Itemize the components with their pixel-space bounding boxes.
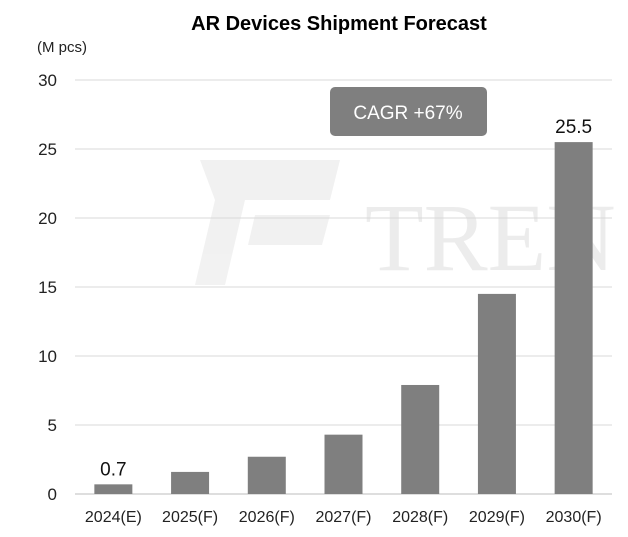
x-tick-label: 2026(F) <box>239 509 295 526</box>
y-unit-label: (M pcs) <box>37 39 87 56</box>
bars <box>94 142 593 494</box>
y-tick-label: 20 <box>38 209 57 228</box>
bar <box>324 434 363 494</box>
bar <box>171 471 210 494</box>
x-axis: 2024(E) 2025(F) 2026(F) 2027(F) 2028(F) 2029(… <box>85 509 602 526</box>
y-tick-label: 5 <box>48 416 57 435</box>
x-tick-label: 2030(F) <box>546 509 602 526</box>
data-labels: 0.7 25.5 <box>100 117 592 480</box>
bar <box>401 384 440 494</box>
bar <box>477 293 516 494</box>
y-tick-label: 0 <box>48 485 57 504</box>
data-label: 0.7 <box>100 459 126 480</box>
x-tick-label: 2024(E) <box>85 509 142 526</box>
y-axis: 0 5 10 15 20 25 30 <box>38 71 57 504</box>
y-tick-label: 15 <box>38 278 57 297</box>
bar <box>94 484 133 494</box>
bar <box>247 456 286 494</box>
bar <box>554 142 593 494</box>
x-tick-label: 2027(F) <box>315 509 371 526</box>
watermark-logo-mark <box>200 160 340 200</box>
watermark-logo-stem <box>195 200 245 285</box>
x-tick-label: 2028(F) <box>392 509 448 526</box>
cagr-annotation: CAGR +67% <box>330 87 487 136</box>
watermark-logo-bar <box>248 215 330 245</box>
y-tick-label: 10 <box>38 347 57 366</box>
chart-title: AR Devices Shipment Forecast <box>191 13 487 35</box>
data-label: 25.5 <box>555 117 592 138</box>
y-tick-label: 25 <box>38 140 57 159</box>
y-tick-label: 30 <box>38 71 57 90</box>
x-tick-label: 2029(F) <box>469 509 525 526</box>
x-tick-label: 2025(F) <box>162 509 218 526</box>
watermark: TREN <box>195 160 616 291</box>
cagr-text: CAGR +67% <box>353 103 462 124</box>
cagr-box <box>330 87 487 136</box>
grid <box>75 79 612 495</box>
